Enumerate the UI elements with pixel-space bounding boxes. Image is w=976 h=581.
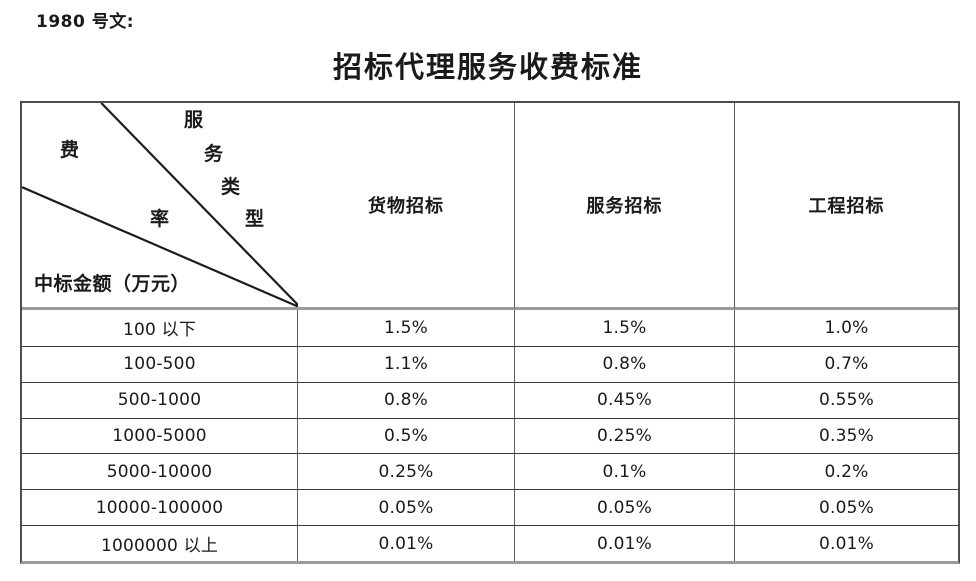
rate-cell: 0.8%	[298, 381, 515, 418]
corner-label-service-3: 类	[221, 177, 241, 198]
rate-cell: 1.5%	[515, 310, 735, 346]
rate-cell: 1.0%	[824, 317, 869, 338]
rate-cell: 0.8%	[515, 345, 735, 382]
rate-cell: 0.45%	[515, 381, 735, 418]
rate-cell: 0.05%	[515, 489, 735, 526]
rate-cell: 0.2%	[735, 453, 958, 489]
rate-cell: 0.5%	[298, 417, 515, 454]
corner-label-service-2: 务	[204, 144, 224, 165]
diagonal-lines-icon	[22, 103, 298, 307]
rate-cell: 1.5%	[298, 310, 515, 346]
rate-cell: 0.7%	[735, 345, 958, 382]
page-title: 招标代理服务收费标准	[332, 52, 643, 84]
amount-cell: 10000-100000	[22, 489, 298, 526]
rate-cell: 0.1%	[515, 453, 735, 490]
amount-cell: 500-1000	[22, 381, 298, 418]
rate-cell: 0.35%	[735, 417, 958, 454]
corner-header-cell: 费 服 务 类 型 率 中标金额（万元）	[22, 103, 298, 310]
rate-cell: 0.25%	[298, 453, 515, 490]
column-header-goods: 货物招标	[298, 103, 515, 310]
doc-ref-label: 1980 号文:	[36, 12, 135, 32]
corner-label-service-1: 服	[184, 110, 204, 131]
amount-cell: 100-500	[22, 345, 298, 382]
rate-cell: 1.1%	[298, 345, 515, 382]
rate-cell: 0.55%	[735, 381, 958, 418]
column-header-works: 工程招标	[735, 103, 958, 310]
rate-cell: 0.05%	[735, 489, 958, 525]
corner-label-fee: 费	[60, 140, 80, 161]
amount-cell: 1000000 以上	[22, 525, 298, 561]
corner-label-amount: 中标金额（万元）	[34, 274, 191, 295]
rate-cell: 0.05%	[298, 489, 515, 526]
rate-cell: 0.01%	[298, 525, 515, 561]
corner-label-service-4: 型	[245, 209, 265, 230]
rate-cell: 0.01%	[735, 525, 958, 561]
amount-cell: 1000-5000	[22, 417, 298, 454]
rate-cell: 0.25%	[515, 417, 735, 454]
amount-cell: 5000-10000	[22, 453, 298, 490]
column-header-services: 服务招标	[515, 103, 735, 310]
fee-table: 费 服 务 类 型 率 中标金额（万元） 货物招标 服务招标 工程招标 100 …	[20, 101, 960, 564]
rate-cell: 0.01%	[515, 525, 735, 561]
amount-cell: 100 以下	[22, 310, 298, 346]
corner-label-rate: 率	[150, 209, 170, 230]
